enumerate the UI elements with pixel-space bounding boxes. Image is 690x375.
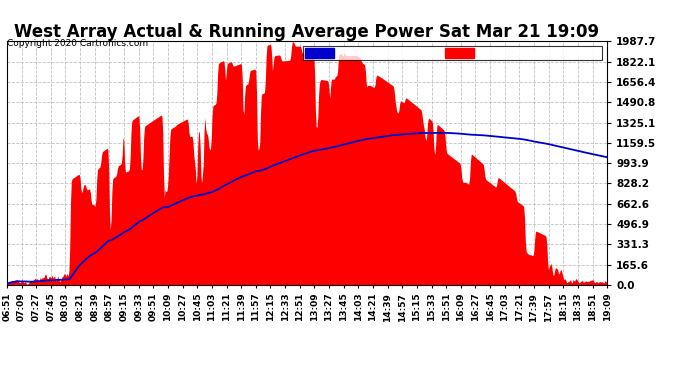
Title: West Array Actual & Running Average Power Sat Mar 21 19:09: West Array Actual & Running Average Powe…: [14, 23, 600, 41]
Legend: Average (DC Watts), West Array (DC Watts): Average (DC Watts), West Array (DC Watts…: [303, 46, 602, 60]
Text: Copyright 2020 Cartronics.com: Copyright 2020 Cartronics.com: [7, 39, 148, 48]
